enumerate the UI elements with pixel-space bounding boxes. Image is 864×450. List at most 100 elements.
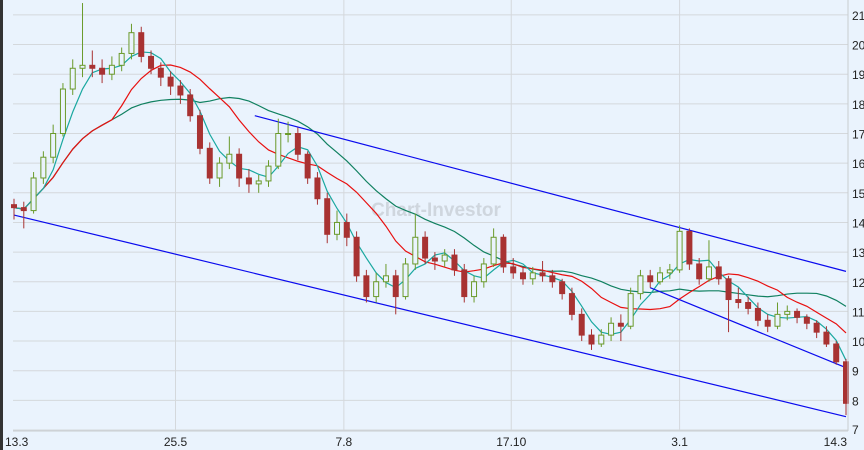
candle xyxy=(725,275,732,333)
candle-body xyxy=(245,177,252,185)
candle xyxy=(99,59,106,84)
candle-body xyxy=(373,281,380,298)
candle xyxy=(11,198,17,220)
candle xyxy=(833,341,840,365)
candle xyxy=(20,201,27,229)
candle xyxy=(803,314,810,330)
candle xyxy=(59,83,66,137)
candle xyxy=(275,118,282,170)
candle-body xyxy=(441,254,448,262)
candle-body xyxy=(627,293,634,327)
candle-body xyxy=(402,263,409,298)
candle xyxy=(617,314,624,342)
candle xyxy=(774,302,781,330)
candle xyxy=(510,258,517,279)
candle-body xyxy=(529,272,536,280)
candle xyxy=(784,305,791,321)
candle xyxy=(686,228,693,270)
candle xyxy=(69,59,76,95)
candle xyxy=(745,296,752,315)
candle-body xyxy=(461,269,468,298)
candle-body xyxy=(353,236,360,277)
y-tick-label: 17 xyxy=(852,128,864,142)
candle-body xyxy=(343,221,350,238)
candle-body xyxy=(578,313,585,336)
candle-body xyxy=(157,67,164,78)
left-border xyxy=(0,0,3,450)
candle-body xyxy=(50,133,57,158)
candle-body xyxy=(422,236,429,259)
candle xyxy=(441,249,448,267)
candle-body xyxy=(637,275,644,295)
candle xyxy=(30,172,37,214)
candle-body xyxy=(226,153,233,164)
candle-body xyxy=(148,55,155,69)
candle-body xyxy=(138,32,145,57)
y-tick-label: 18 xyxy=(852,98,864,112)
candle-body xyxy=(735,299,742,304)
candle xyxy=(382,263,389,288)
candle xyxy=(226,136,233,170)
candle-body xyxy=(764,319,771,327)
x-tick-label: 17.10 xyxy=(496,435,526,449)
x-tick-label: 3.1 xyxy=(671,435,688,449)
candle-body xyxy=(108,64,115,75)
candle xyxy=(529,266,536,285)
candle-body xyxy=(745,302,752,309)
candle xyxy=(754,302,761,327)
candle xyxy=(157,62,164,87)
candle xyxy=(285,121,292,143)
candle xyxy=(353,231,360,282)
candle xyxy=(187,89,194,122)
candle-body xyxy=(216,162,223,179)
y-tick-label: 12 xyxy=(852,276,864,290)
candle-body xyxy=(588,334,595,345)
candle-body xyxy=(177,85,184,96)
candle-body xyxy=(647,275,654,283)
candle xyxy=(206,142,213,184)
y-tick-label: 21 xyxy=(852,9,864,23)
candle xyxy=(715,260,722,285)
candle xyxy=(794,308,801,324)
candle-body xyxy=(89,64,96,69)
candle-body xyxy=(304,153,311,179)
candle-body xyxy=(451,254,458,271)
slow-moving-average xyxy=(13,96,847,307)
candle-body xyxy=(196,115,203,149)
candle xyxy=(167,71,174,95)
candle xyxy=(177,80,184,104)
candle-body xyxy=(363,275,370,298)
candle-body xyxy=(118,52,125,66)
candle-body xyxy=(774,313,781,327)
candle xyxy=(823,326,830,347)
trend-channel xyxy=(13,115,847,418)
candle xyxy=(676,225,683,273)
candle xyxy=(79,3,86,78)
y-tick-label: 16 xyxy=(852,157,864,171)
candle-body xyxy=(803,316,810,324)
candle-body xyxy=(813,322,820,333)
candle-body xyxy=(206,147,213,179)
candle-body xyxy=(431,257,438,262)
candle xyxy=(128,23,135,60)
candle-body xyxy=(754,307,761,321)
candle xyxy=(568,287,575,321)
candle-body xyxy=(539,272,546,277)
y-axis: 7 8 9 10 11 12 13 14 15 16 17 18 19 20 21 xyxy=(847,0,864,437)
candle xyxy=(461,263,468,303)
y-tick-label: 8 xyxy=(852,394,859,408)
candle xyxy=(598,329,605,347)
candle-body xyxy=(324,198,331,235)
candle-body xyxy=(705,266,712,280)
candle xyxy=(40,151,47,184)
candle xyxy=(324,192,331,244)
candle-body xyxy=(696,263,703,280)
candle-body xyxy=(382,275,389,283)
y-tick-label: 11 xyxy=(852,305,864,319)
candle xyxy=(519,266,526,285)
candle xyxy=(196,109,203,155)
candle-body xyxy=(187,94,194,117)
candle-body xyxy=(617,322,624,327)
candle-body xyxy=(686,230,693,265)
